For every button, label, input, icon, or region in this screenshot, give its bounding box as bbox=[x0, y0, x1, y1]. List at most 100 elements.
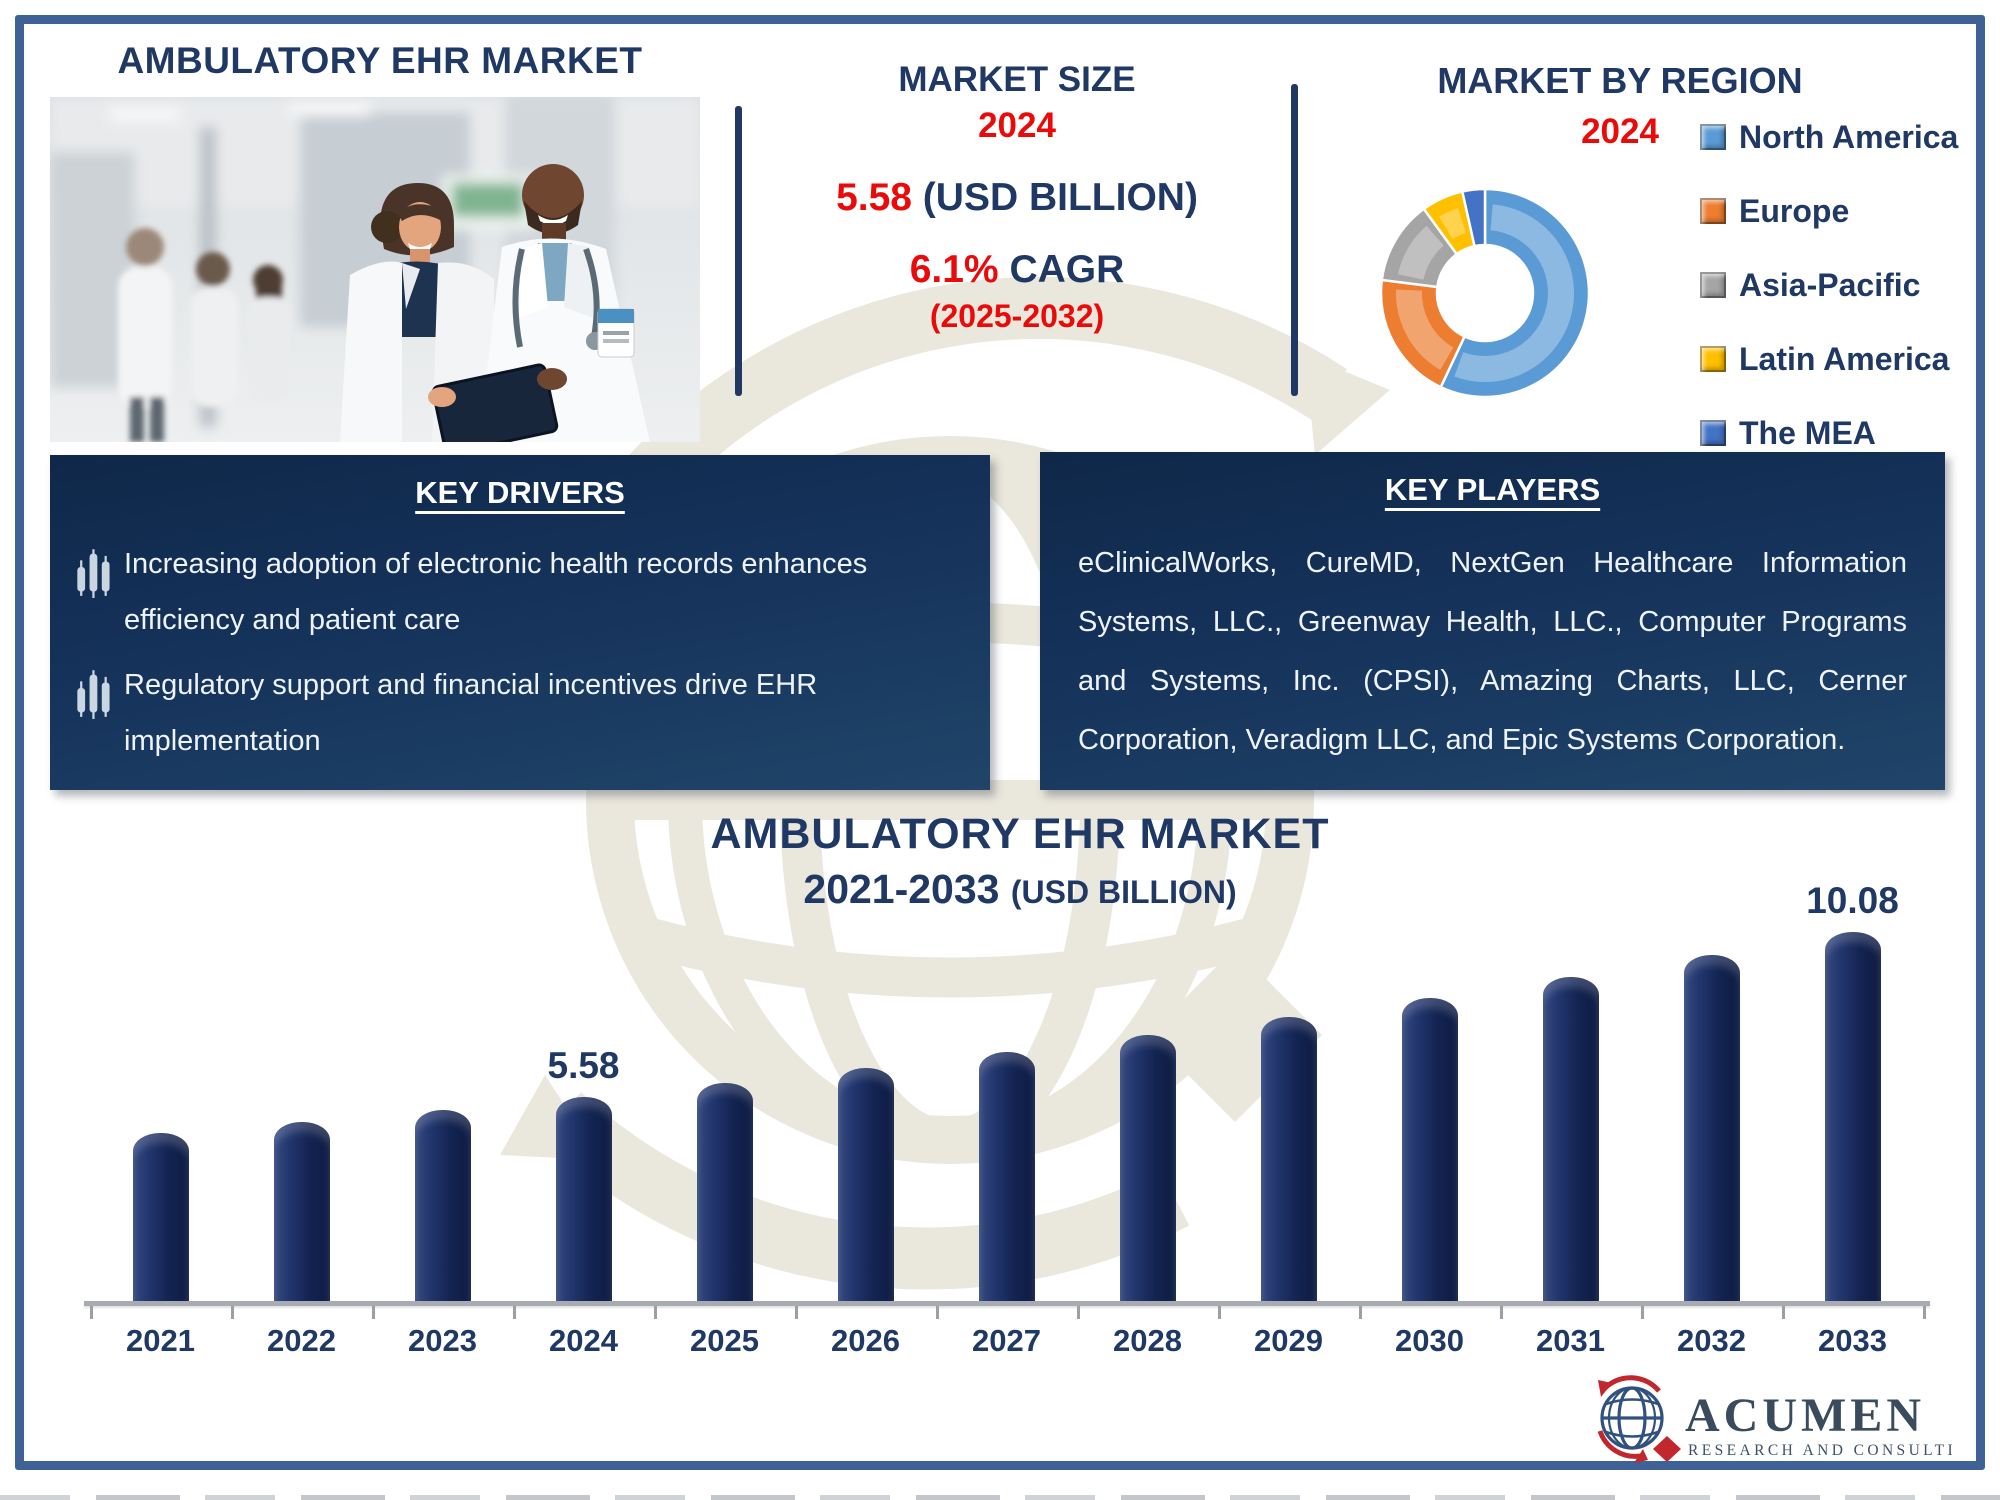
x-axis-tick bbox=[1641, 1306, 1644, 1319]
donut-slice-highlight bbox=[1454, 204, 1574, 382]
x-axis-tick bbox=[795, 1306, 798, 1319]
market-size-value-line: 5.58 (USD BILLION) bbox=[747, 176, 1287, 220]
bar-group-2022: 2022 bbox=[231, 908, 372, 1358]
x-axis-line bbox=[84, 1301, 1930, 1306]
region-legend: North America Europe Asia-Pacific Latin Ame… bbox=[1700, 118, 1959, 490]
x-axis-label-2022: 2022 bbox=[267, 1323, 336, 1358]
x-axis-tick bbox=[513, 1306, 516, 1319]
bar-chart-plot: 2021 2022 2023 5.58 2024 2025 2026 2027 2028 2029… bbox=[90, 880, 1923, 1358]
legend-label: Latin America bbox=[1739, 340, 1950, 377]
bar-group-2028: 2028 bbox=[1077, 908, 1218, 1358]
x-axis-label-2026: 2026 bbox=[831, 1323, 900, 1358]
donut-slice-highlight bbox=[1398, 225, 1445, 281]
bar-2022 bbox=[273, 1122, 330, 1301]
logo-brand-text: ACUMEN bbox=[1685, 1389, 1925, 1442]
globe-icon bbox=[1600, 1386, 1664, 1450]
bar-2025 bbox=[696, 1083, 753, 1301]
logo-diamond bbox=[1653, 1436, 1681, 1462]
x-axis-label-2030: 2030 bbox=[1395, 1323, 1464, 1358]
legend-item-latin-america: Latin America bbox=[1700, 340, 1958, 377]
logo-red-arrows bbox=[1597, 1375, 1681, 1463]
medical-team-photo bbox=[50, 97, 700, 442]
x-axis-tick bbox=[936, 1306, 939, 1319]
bar-2026 bbox=[837, 1068, 894, 1301]
key-drivers-list: Increasing adoption of electronic health… bbox=[70, 537, 950, 770]
bar-chart-subtitle: 2021-2033 (USD BILLION) bbox=[520, 866, 1520, 913]
legend-label: North America bbox=[1739, 118, 1959, 155]
legend-item-the-mea: The MEA bbox=[1700, 414, 1958, 451]
x-axis-label-2033: 2033 bbox=[1818, 1323, 1887, 1358]
x-axis-tick bbox=[654, 1306, 657, 1319]
x-axis-label-2032: 2032 bbox=[1677, 1323, 1746, 1358]
bar-2030 bbox=[1401, 998, 1458, 1301]
acumen-logo: ACUMEN RESEARCH AND CONSULTING bbox=[1597, 1375, 1955, 1463]
bar-group-2023: 2023 bbox=[372, 908, 513, 1358]
x-axis-tick bbox=[1500, 1306, 1503, 1319]
legend-label: Asia-Pacific bbox=[1739, 266, 1921, 303]
bar-group-2029: 2029 bbox=[1218, 908, 1359, 1358]
market-size-heading: MARKET SIZE bbox=[898, 60, 1136, 99]
bar-2033: 10.08 bbox=[1806, 880, 1899, 1301]
x-axis-tick bbox=[372, 1306, 375, 1319]
key-driver-text: Increasing adoption of electronic health… bbox=[124, 548, 868, 636]
legend-swatch-icon bbox=[1700, 420, 1726, 446]
x-axis-tick bbox=[1923, 1306, 1926, 1319]
bar-2032 bbox=[1683, 955, 1740, 1301]
donut-slice-highlight bbox=[1396, 289, 1454, 370]
legend-item-north-america: North America bbox=[1700, 118, 1959, 155]
section-divider-left bbox=[735, 106, 742, 396]
market-size-value: 5.58 bbox=[836, 176, 912, 219]
cagr-value: 6.1% bbox=[909, 248, 999, 291]
bar-2027 bbox=[978, 1052, 1035, 1301]
key-driver-item: Increasing adoption of electronic health… bbox=[70, 537, 950, 648]
bar-2028 bbox=[1119, 1035, 1176, 1301]
x-axis-label-2025: 2025 bbox=[690, 1323, 759, 1358]
key-players-panel: KEY PLAYERS eClinicalWorks, CureMD, Next… bbox=[1040, 452, 1945, 790]
donut-slice-highlight bbox=[1439, 208, 1467, 240]
bar-group-2024: 5.58 2024 bbox=[513, 908, 654, 1358]
bar-chart-title: AMBULATORY EHR MARKET bbox=[710, 810, 1330, 858]
bottom-edge-dashes bbox=[0, 1495, 2000, 1500]
x-axis-tick bbox=[231, 1306, 234, 1319]
x-axis-tick bbox=[1077, 1306, 1080, 1319]
bar-chart-unit: (USD BILLION) bbox=[1010, 874, 1237, 910]
x-axis-label-2024: 2024 bbox=[549, 1323, 618, 1358]
cagr-period: (2025-2032) bbox=[929, 298, 1105, 334]
x-axis-tick bbox=[1782, 1306, 1785, 1319]
bar-group-2025: 2025 bbox=[654, 908, 795, 1358]
page-title: AMBULATORY EHR MARKET bbox=[117, 40, 643, 81]
bar-group-2033: 10.08 2033 bbox=[1782, 880, 1923, 1358]
bar-group-2030: 2030 bbox=[1359, 908, 1500, 1358]
bar-2029 bbox=[1260, 1017, 1317, 1301]
market-size-cagr-line: 6.1% CAGR bbox=[747, 248, 1287, 292]
market-by-region-heading: MARKET BY REGION bbox=[1437, 60, 1803, 101]
foreground-doctors bbox=[340, 164, 650, 442]
legend-label: The MEA bbox=[1739, 414, 1876, 451]
market-by-region-year: 2024 bbox=[1581, 112, 1659, 151]
x-axis-label-2027: 2027 bbox=[972, 1323, 1041, 1358]
legend-swatch-icon bbox=[1700, 346, 1726, 372]
legend-swatch-icon bbox=[1700, 272, 1726, 298]
market-size-unit: (USD BILLION) bbox=[911, 176, 1198, 219]
bar-2023 bbox=[414, 1110, 471, 1301]
donut-slice-north-america bbox=[1439, 187, 1591, 399]
key-driver-item: Regulatory support and financial incenti… bbox=[70, 658, 950, 769]
chart-bars-bullet-icon bbox=[77, 670, 110, 720]
legend-item-europe: Europe bbox=[1700, 193, 1958, 229]
bar-2021 bbox=[132, 1133, 189, 1301]
bar-group-2032: 2032 bbox=[1641, 908, 1782, 1358]
x-axis-tick bbox=[90, 1306, 93, 1319]
chart-bars-bullet-icon bbox=[77, 549, 110, 599]
key-players-heading: KEY PLAYERS bbox=[1384, 472, 1601, 507]
section-divider-right bbox=[1291, 84, 1298, 396]
legend-swatch-icon bbox=[1700, 198, 1726, 224]
key-drivers-panel: KEY DRIVERS Increasing adoption of elect… bbox=[50, 455, 990, 790]
x-axis-tick bbox=[1218, 1306, 1221, 1319]
logo-tagline-text: RESEARCH AND CONSULTING bbox=[1688, 1442, 1955, 1459]
x-axis-label-2021: 2021 bbox=[126, 1323, 195, 1358]
bar-value-label-2024: 5.58 bbox=[547, 1045, 620, 1086]
bar-group-2021: 2021 bbox=[90, 908, 231, 1358]
bar-group-2031: 2031 bbox=[1500, 908, 1641, 1358]
key-players-text: eClinicalWorks, CureMD, NextGen Healthca… bbox=[1078, 547, 1907, 757]
